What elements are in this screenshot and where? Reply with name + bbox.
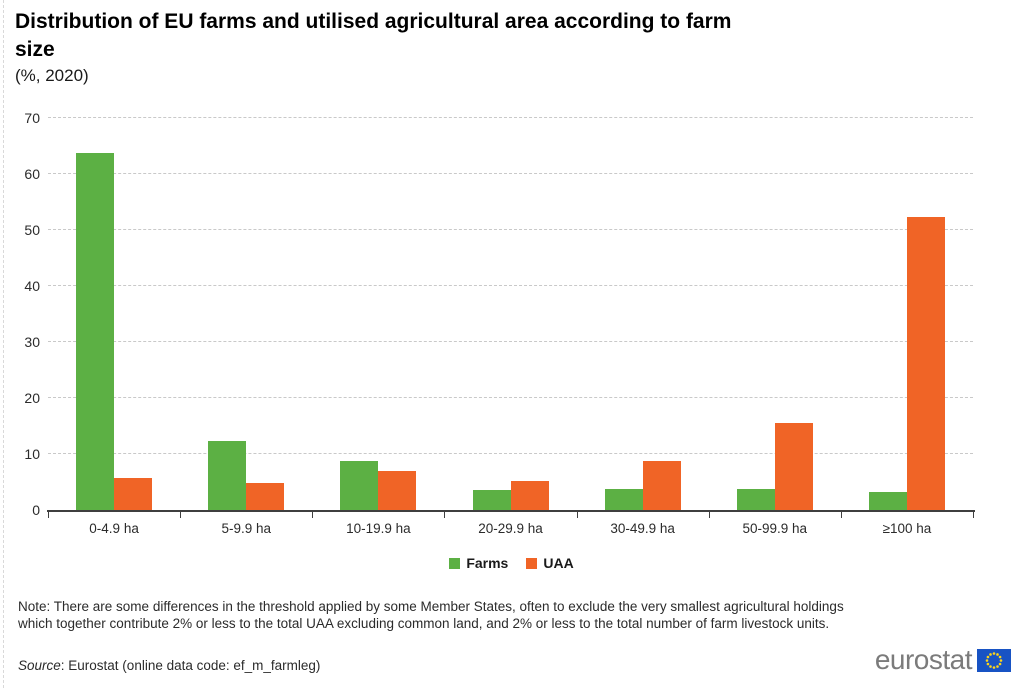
x-axis-tick — [973, 512, 974, 518]
x-axis-line — [47, 510, 975, 512]
gridline-20 — [48, 397, 973, 398]
footnote: Note: There are some differences in the … — [18, 599, 844, 631]
bar-farms-20-29-9-ha — [472, 490, 511, 510]
source-line: Source: Eurostat (online data code: ef_m… — [18, 658, 320, 673]
x-axis-tick — [576, 512, 578, 518]
bar-uaa-0-4-9-ha — [114, 478, 153, 510]
legend-label-farms: Farms — [466, 555, 509, 571]
y-tick-label-30: 30 — [24, 334, 40, 350]
x-axis-tick — [708, 512, 710, 518]
legend-item-farms: Farms — [449, 555, 508, 571]
y-tick-label-40: 40 — [24, 278, 40, 294]
legend-label-uaa: UAA — [543, 555, 574, 571]
y-tick-label-70: 70 — [24, 110, 40, 126]
bar-farms-100-ha — [868, 491, 907, 510]
gridline-40 — [48, 285, 973, 286]
gridline-60 — [48, 173, 973, 174]
x-axis-tick — [180, 512, 182, 518]
x-category-label-100-ha: ≥100 ha — [882, 521, 932, 536]
bar-uaa-100-ha — [906, 216, 945, 510]
y-tick-label-60: 60 — [24, 166, 40, 182]
x-axis-tick — [48, 512, 49, 518]
bar-uaa-10-19-9-ha — [378, 471, 417, 510]
bar-farms-30-49-9-ha — [604, 488, 643, 510]
eurostat-logo: eurostat — [875, 644, 1011, 676]
eu-flag-icon — [977, 648, 1011, 672]
source-label: Source — [18, 658, 61, 673]
x-category-label-30-49-9-ha: 30-49.9 ha — [610, 521, 675, 536]
legend-swatch-farms — [449, 557, 461, 569]
legend-swatch-uaa — [526, 557, 538, 569]
x-category-label-5-9-9-ha: 5-9.9 ha — [221, 521, 271, 536]
chart-subtitle: (%, 2020) — [15, 66, 89, 85]
y-tick-label-10: 10 — [24, 446, 40, 462]
y-tick-label-20: 20 — [24, 390, 40, 406]
bar-farms-10-19-9-ha — [340, 461, 379, 510]
bar-uaa-5-9-9-ha — [246, 483, 285, 510]
gridline-10 — [48, 453, 973, 454]
x-category-label-10-19-9-ha: 10-19.9 ha — [346, 521, 411, 536]
chart-title: Distribution of EU farms and utilised ag… — [15, 10, 732, 61]
gridline-50 — [48, 229, 973, 230]
gridline-70 — [48, 117, 973, 118]
chart-legend: Farms UAA — [0, 555, 1023, 571]
x-category-label-0-4-9-ha: 0-4.9 ha — [89, 521, 139, 536]
legend-item-uaa: UAA — [526, 555, 574, 571]
y-tick-label-0: 0 — [32, 502, 40, 518]
source-text: : Eurostat (online data code: ef_m_farml… — [60, 658, 321, 673]
x-category-label-20-29-9-ha: 20-29.9 ha — [478, 521, 543, 536]
bar-farms-50-99-9-ha — [736, 488, 775, 510]
gridline-30 — [48, 341, 973, 342]
bar-uaa-30-49-9-ha — [642, 461, 681, 510]
x-axis-tick — [312, 512, 314, 518]
left-dashed-border — [3, 0, 4, 688]
y-tick-label-50: 50 — [24, 222, 40, 238]
bar-uaa-50-99-9-ha — [774, 422, 813, 510]
x-axis-tick — [444, 512, 446, 518]
bar-farms-0-4-9-ha — [76, 152, 115, 510]
x-axis-tick — [840, 512, 842, 518]
x-category-label-50-99-9-ha: 50-99.9 ha — [742, 521, 808, 536]
eurostat-logo-text: eurostat — [874, 644, 973, 675]
bar-uaa-20-29-9-ha — [510, 480, 549, 510]
bar-farms-5-9-9-ha — [208, 441, 247, 510]
plot-area — [48, 117, 973, 510]
